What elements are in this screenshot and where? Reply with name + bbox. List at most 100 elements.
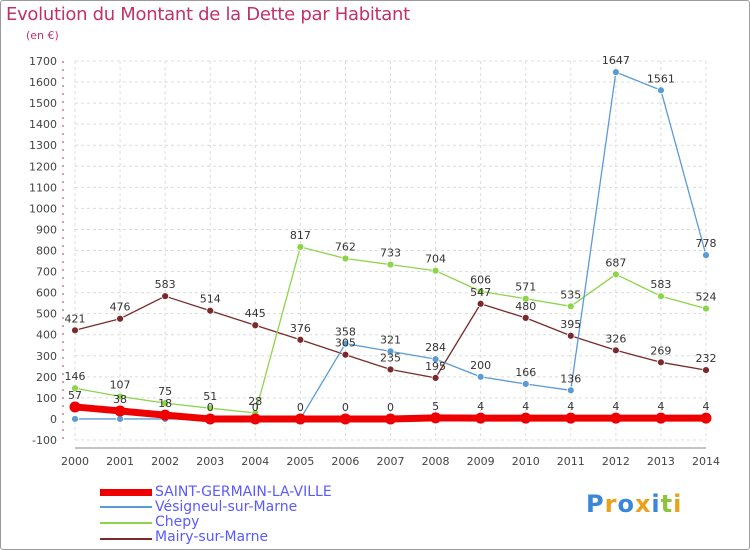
y-tick-label-12: 1100 <box>29 181 57 194</box>
x-tick-label-4: 2004 <box>241 455 269 468</box>
legend-label-saint-germain: SAINT-GERMAIN-LA-VILLE <box>155 484 332 500</box>
data-label-s2-1: 107 <box>110 378 131 391</box>
data-label-s2-7: 733 <box>380 247 401 260</box>
x-tick-label-3: 2003 <box>196 455 224 468</box>
y-tick-label-17: 1600 <box>29 76 57 89</box>
data-label-s3-8: 195 <box>425 360 446 373</box>
point-s0-13 <box>655 412 667 424</box>
x-tick-label-6: 2006 <box>331 455 359 468</box>
legend-swatch-vesigneul <box>100 506 152 508</box>
x-tick-label-0: 2000 <box>61 455 89 468</box>
data-label-s1-6: 358 <box>335 326 356 339</box>
data-label-s0-13: 4 <box>657 400 664 413</box>
data-label-s3-5: 376 <box>290 322 311 335</box>
data-label-s0-9: 4 <box>477 400 484 413</box>
point-s1-13 <box>657 86 665 95</box>
point-s3-1 <box>116 314 124 323</box>
data-label-s0-7: 0 <box>387 401 394 414</box>
data-label-s1-10: 166 <box>515 366 536 379</box>
y-tick-label-3: 200 <box>36 371 57 384</box>
point-s2-12 <box>611 270 620 279</box>
data-label-s3-9: 547 <box>470 286 491 299</box>
point-s1-8 <box>431 355 440 364</box>
point-s3-13 <box>657 358 665 367</box>
point-s2-9 <box>476 287 485 296</box>
point-s3-8 <box>431 373 440 382</box>
y-tick-label-14: 1300 <box>29 139 57 152</box>
point-s0-11 <box>565 412 577 424</box>
point-s2-0 <box>71 384 79 393</box>
data-label-s2-9: 606 <box>470 273 491 286</box>
y-tick-label-0: -100 <box>32 434 57 447</box>
point-s2-7 <box>386 260 395 269</box>
data-label-s0-3: 0 <box>207 401 214 414</box>
data-label-s1-13: 1561 <box>647 72 675 85</box>
y-tick-label-6: 500 <box>36 308 57 321</box>
legend-label-chepy: Chepy <box>155 514 200 530</box>
point-s3-14 <box>702 366 710 374</box>
data-label-s0-2: 18 <box>158 397 172 410</box>
y-tick-label-18: 1700 <box>29 55 57 68</box>
data-label-s3-14: 232 <box>696 352 717 365</box>
data-label-s0-0: 57 <box>68 389 82 402</box>
point-s2-1 <box>116 392 124 401</box>
point-s2-14 <box>702 304 710 313</box>
data-label-s2-3: 51 <box>203 390 217 403</box>
data-label-s2-0: 146 <box>65 370 86 383</box>
data-label-s0-10: 4 <box>522 400 529 413</box>
point-s1-7 <box>386 347 395 356</box>
x-tick-label-11: 2011 <box>557 455 585 468</box>
point-s2-5 <box>296 243 305 251</box>
legend-label-mairy: Mairy-sur-Marne <box>155 529 269 545</box>
legend-label-vesigneul: Vésigneul-sur-Marne <box>155 499 298 515</box>
data-label-s3-3: 514 <box>200 293 221 306</box>
data-label-s3-2: 583 <box>155 278 176 291</box>
point-s3-6 <box>341 350 350 359</box>
y-tick-label-2: 100 <box>36 392 57 405</box>
point-s1-14 <box>702 251 710 260</box>
y-tick-label-15: 1400 <box>29 118 57 131</box>
data-label-s2-2: 75 <box>158 385 172 398</box>
point-s0-2 <box>159 409 171 421</box>
point-s0-8 <box>430 412 442 424</box>
x-tick-label-5: 2005 <box>286 455 314 468</box>
point-s2-13 <box>657 292 665 301</box>
point-s0-1 <box>114 405 126 417</box>
point-s0-5 <box>294 413 306 425</box>
data-label-s1-8: 284 <box>425 341 446 354</box>
data-label-s0-8: 5 <box>432 400 439 413</box>
data-label-s1-11: 136 <box>560 372 581 385</box>
data-label-s0-14: 4 <box>703 400 710 413</box>
y-tick-label-7: 600 <box>36 287 57 300</box>
data-label-s1-12: 1647 <box>602 54 630 67</box>
unit-label: (en €) <box>26 29 59 42</box>
point-s1-0 <box>71 415 79 423</box>
point-s0-0 <box>69 401 81 413</box>
data-label-s0-5: 0 <box>297 401 304 414</box>
data-label-s3-10: 480 <box>515 300 536 313</box>
point-s3-7 <box>386 365 395 374</box>
point-s3-0 <box>71 326 79 335</box>
data-label-s2-14: 524 <box>696 291 717 304</box>
data-label-s0-1: 38 <box>113 393 127 406</box>
y-tick-label-10: 900 <box>36 223 57 236</box>
data-label-s3-0: 421 <box>65 312 86 325</box>
data-label-s3-4: 445 <box>245 307 266 320</box>
point-s0-4 <box>249 413 261 425</box>
point-s0-7 <box>385 413 396 425</box>
point-s1-9 <box>476 372 485 381</box>
x-tick-label-1: 2001 <box>106 455 134 468</box>
point-s0-6 <box>339 413 351 425</box>
point-s1-10 <box>521 380 530 388</box>
point-s3-12 <box>611 346 620 355</box>
data-label-s1-9: 200 <box>470 359 491 372</box>
point-s3-3 <box>206 306 215 315</box>
point-s0-14 <box>700 412 712 424</box>
x-tick-label-10: 2010 <box>512 455 540 468</box>
data-label-s1-14: 778 <box>696 237 717 250</box>
y-tick-label-16: 1500 <box>29 97 57 110</box>
y-tick-label-8: 700 <box>36 266 57 279</box>
data-label-s2-10: 571 <box>515 281 536 294</box>
